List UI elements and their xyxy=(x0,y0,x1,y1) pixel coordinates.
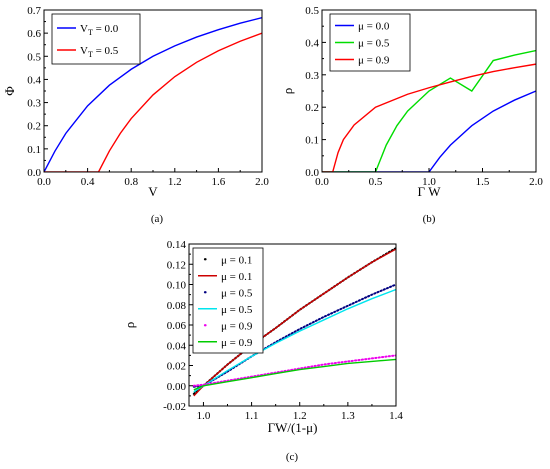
x-tick-label: 0.0 xyxy=(37,176,51,188)
x-axis-label: ΓW/(1-μ) xyxy=(268,420,318,435)
legend-label: μ = 0.5 xyxy=(221,304,253,316)
y-tick-label: 0.4 xyxy=(305,37,319,49)
series-line-1 xyxy=(322,90,536,172)
y-axis-label: ρ xyxy=(280,88,295,95)
y-tick-label: 0.02 xyxy=(167,361,186,373)
y-tick-label: 0.2 xyxy=(305,102,319,114)
x-tick-label: 0.5 xyxy=(369,176,383,188)
y-tick-label: 0.0 xyxy=(27,167,41,179)
series-line-4 xyxy=(193,288,396,393)
x-axis-label: V xyxy=(148,184,158,199)
plot-area xyxy=(322,49,536,172)
y-tick-label: 0.3 xyxy=(27,98,41,110)
legend-label: μ = 0.5 xyxy=(221,287,253,299)
y-tick-label: 0.04 xyxy=(167,340,187,352)
y-tick-label: 0.3 xyxy=(305,70,319,82)
legend-label: μ = 0.5 xyxy=(358,38,390,50)
y-tick-label: 0.7 xyxy=(27,5,41,17)
x-tick-label: 1.2 xyxy=(293,410,307,422)
series-line-1 xyxy=(44,16,262,172)
series-line-2 xyxy=(44,32,262,172)
x-axis-label: Γ W xyxy=(417,184,441,199)
panel-caption: (a) xyxy=(151,213,164,225)
plot-area xyxy=(44,16,262,172)
legend-box xyxy=(51,13,141,65)
x-tick-label: 1.1 xyxy=(245,410,259,422)
legend-label: μ = 0.0 xyxy=(358,21,390,33)
y-tick-label: 0.12 xyxy=(167,259,186,271)
y-tick-label: 0.2 xyxy=(27,121,41,133)
y-tick-label: 0.00 xyxy=(167,381,187,393)
y-tick-label: 0.5 xyxy=(27,51,41,63)
y-axis-label: Φ xyxy=(2,86,17,96)
x-tick-label: 0.4 xyxy=(81,176,95,188)
series-line-2 xyxy=(322,49,536,172)
x-tick-label: 2.0 xyxy=(255,176,269,188)
series-line-5 xyxy=(192,354,396,387)
x-tick-label: 1.0 xyxy=(197,410,211,422)
x-tick-label: 1.4 xyxy=(389,410,403,422)
y-axis-label: ρ xyxy=(122,322,137,329)
panel-caption: (b) xyxy=(423,213,436,225)
x-tick-label: 0.0 xyxy=(315,176,329,188)
series-line-3 xyxy=(322,63,536,172)
x-tick-label: 1.3 xyxy=(341,410,355,422)
series-line-6 xyxy=(193,358,396,391)
x-tick-label: 1.5 xyxy=(476,176,490,188)
panel-b-chart: 0.0 0.5 1.0 1.5 2.0 0.0 0.1 0.2 0.3 0.4 0.5 Γ W ρ (b)… xyxy=(280,5,543,225)
y-tick-label: 0.10 xyxy=(167,280,187,292)
y-tick-label: 0.5 xyxy=(305,5,319,17)
y-tick-label: 0.0 xyxy=(305,167,319,179)
plot-area xyxy=(192,247,396,397)
legend-box xyxy=(192,247,264,354)
y-tick-label: 0.1 xyxy=(305,135,319,147)
y-tick-label: -0.02 xyxy=(163,401,186,413)
legend-label: VT = 0.5 xyxy=(80,45,119,59)
panel-a-chart: 0.0 0.4 0.8 1.2 1.6 2.0 0.0 0.1 0.2 0.3 0.4 0.5 0.6 0… xyxy=(2,5,269,225)
x-tick-label: 1.6 xyxy=(212,176,226,188)
y-tick-label: 0.4 xyxy=(27,74,41,86)
series-line-2 xyxy=(193,248,396,397)
legend-label: μ = 0.9 xyxy=(221,320,253,332)
legend-label: μ = 0.9 xyxy=(358,55,390,67)
x-tick-label: 2.0 xyxy=(529,176,543,188)
y-tick-label: 0.06 xyxy=(167,320,187,332)
x-tick-label: 0.8 xyxy=(124,176,138,188)
x-tick-label: 1.0 xyxy=(422,176,436,188)
y-tick-label: 0.6 xyxy=(27,28,41,40)
y-tick-label: 0.14 xyxy=(167,239,187,251)
x-tick-label: 1.2 xyxy=(168,176,182,188)
legend-label: μ = 0.1 xyxy=(221,254,252,266)
panel-c-chart: 1.0 1.1 1.2 1.3 1.4 -0.02 0.00 0.02 0.04 0.06 0.08… xyxy=(122,239,403,463)
panel-caption: (c) xyxy=(286,451,299,463)
legend-label: VT = 0.0 xyxy=(80,23,119,37)
y-tick-label: 0.08 xyxy=(167,300,187,312)
y-tick-label: 0.1 xyxy=(27,144,41,156)
legend-label: μ = 0.9 xyxy=(221,337,253,349)
legend-label: μ = 0.1 xyxy=(221,271,252,283)
